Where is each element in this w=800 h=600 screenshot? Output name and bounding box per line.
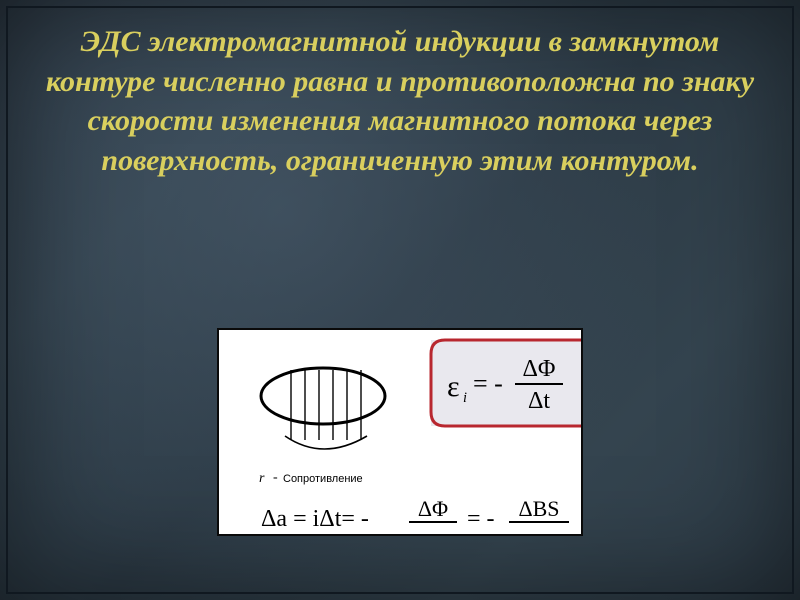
svg-text:-: -: [273, 470, 278, 485]
svg-text:ΔΦ: ΔΦ: [418, 496, 448, 521]
physics-figure: εi = - ΔΦ Δt r-Сопротивление Δa = iΔt= - ΔΦ = -…: [217, 328, 583, 536]
svg-text:= -: = -: [467, 506, 495, 532]
svg-text:ΔΦ: ΔΦ: [523, 356, 556, 382]
svg-text:= -: = -: [473, 369, 503, 398]
svg-text:Δt: Δt: [528, 388, 550, 414]
svg-text:r: r: [259, 471, 265, 486]
title-block: ЭДС электромагнитной индукции в замкнуто…: [40, 22, 760, 180]
svg-text:ε: ε: [447, 370, 460, 403]
slide: ЭДС электромагнитной индукции в замкнуто…: [0, 0, 800, 600]
svg-text:ΔBS: ΔBS: [518, 496, 559, 521]
svg-text:i: i: [463, 390, 467, 406]
svg-text:Δa = iΔt= -: Δa = iΔt= -: [261, 506, 369, 532]
svg-text:Сопротивление: Сопротивление: [283, 473, 363, 485]
title-text: ЭДС электромагнитной индукции в замкнуто…: [46, 25, 754, 177]
